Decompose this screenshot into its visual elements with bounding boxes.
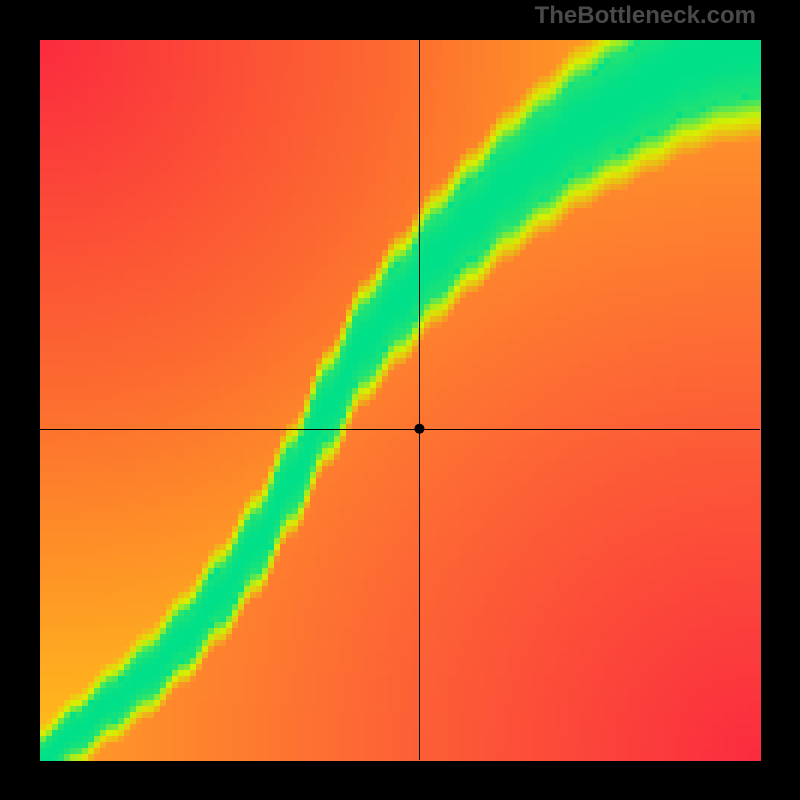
- chart-container: TheBottleneck.com: [0, 0, 800, 800]
- heatmap-canvas: [0, 0, 800, 800]
- watermark-text: TheBottleneck.com: [535, 2, 756, 30]
